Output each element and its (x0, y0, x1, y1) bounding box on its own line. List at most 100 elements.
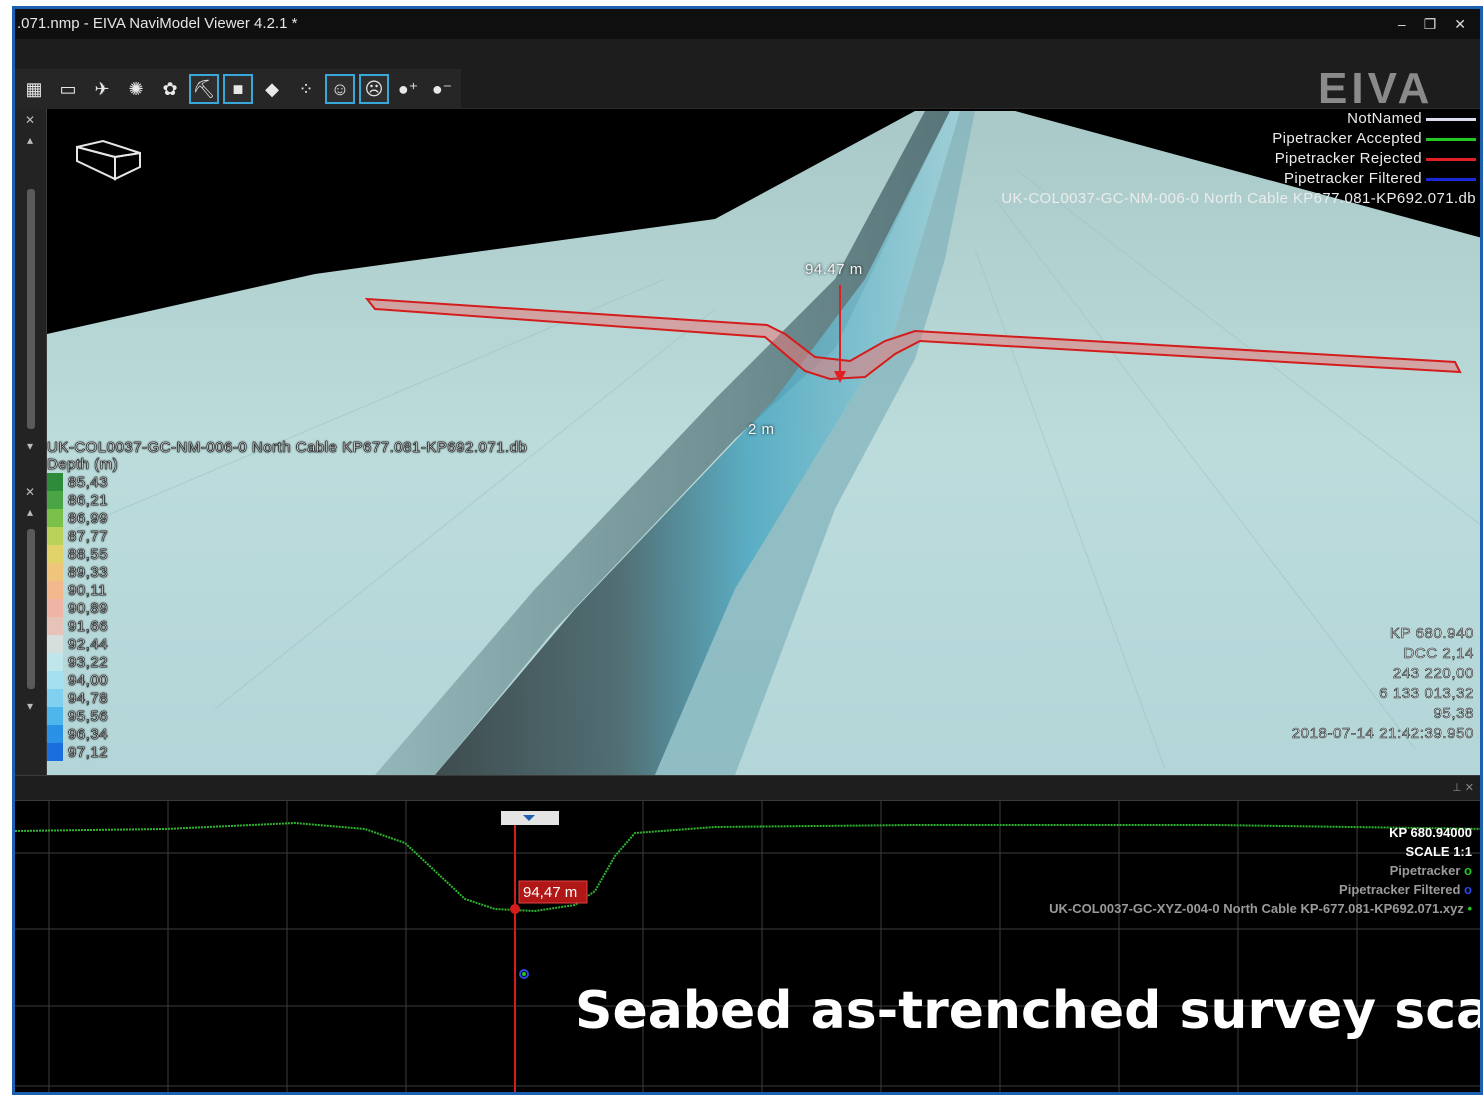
profile-seabed-line (15, 821, 1480, 913)
depth-color-swatch (47, 599, 63, 617)
depth-legend-row: 90,11 (47, 581, 527, 599)
depth-legend-header: Depth (m) (47, 456, 119, 474)
layer-legend-item: Pipetracker Rejected (1001, 149, 1476, 169)
profile-view[interactable]: 94,47 m KP 680.94000 SCALE 1:1 Pipetrack… (15, 801, 1480, 1095)
logo-text: EIVA (1318, 65, 1433, 109)
depth-value: 93,22 (68, 653, 109, 671)
depth-value: 90,89 (68, 599, 109, 617)
layer-legend-item: Pipetracker Accepted (1001, 129, 1476, 149)
readout-kp: KP 680.940 (1389, 625, 1474, 643)
close-button[interactable]: ✕ (1454, 16, 1466, 32)
grid-icon[interactable]: ▦ (25, 78, 43, 99)
depth-value: 94,00 (68, 671, 109, 689)
depth-color-swatch (47, 689, 63, 707)
depth-legend-entries: 85,43 86,21 86,99 87,77 88,55 89,33 90,11 90,89… (47, 473, 527, 761)
depth-color-swatch (47, 671, 63, 689)
scrollbar-thumb[interactable] (27, 189, 35, 429)
seabed-scene[interactable] (15, 109, 1480, 775)
profile-plot[interactable]: 94,47 m (15, 801, 1480, 1095)
depth-value: 86,21 (68, 491, 109, 509)
readout-timestamp: 2018-07-14 21:42:39.950 (1291, 725, 1474, 743)
depth-legend-row: 94,00 (47, 671, 527, 689)
depth-legend-row: 92,44 (47, 635, 527, 653)
profile-legend-item: Pipetracker o (1049, 861, 1472, 880)
palette-icon[interactable]: ✿ (162, 78, 178, 99)
tag-icon[interactable]: ◆ (265, 78, 279, 99)
measurement-label: 94.47 m (805, 261, 863, 278)
frown-icon[interactable]: ☹ (359, 74, 389, 104)
trench-slope-left (375, 111, 950, 775)
view-side-strip: ✕ ▴ ▾ ✕ ▴ ▾ (15, 109, 47, 775)
scroll-down-icon[interactable]: ▾ (26, 439, 34, 453)
layer-legend-label: Pipetracker Filtered (1283, 170, 1422, 187)
depth-color-swatch (47, 635, 63, 653)
eiva-logo: EIVA (1314, 63, 1474, 111)
profile-legend-label: Pipetracker (1389, 863, 1465, 878)
pipetracker-point[interactable] (510, 904, 520, 914)
depth-value: 86,99 (68, 509, 109, 527)
profile-legend-label: UK-COL0037-GC-XYZ-004-0 North Cable KP-6… (1049, 901, 1468, 916)
square-icon[interactable]: ■ (223, 74, 253, 104)
eiva-logo-mark: EIVA (1318, 65, 1433, 109)
profile-legend: Pipetracker o Pipetracker Filtered o UK-CO… (1049, 861, 1472, 918)
window-title: .071.nmp - EIVA NaviModel Viewer 4.2.1 * (17, 15, 298, 32)
profile-scale: SCALE 1:1 (1405, 844, 1472, 859)
panel-splitter[interactable]: ⊥ ✕ (15, 775, 1480, 801)
layer-legend-label: Pipetracker Accepted (1272, 130, 1422, 147)
depth-legend-row: 85,43 (47, 473, 527, 491)
profile-info: KP 680.94000 SCALE 1:1 Pipetracker o Pipe… (1049, 823, 1472, 918)
remove-point-icon[interactable]: ●⁻ (431, 78, 453, 99)
depth-legend-row: 93,22 (47, 653, 527, 671)
title-bar: .071.nmp - EIVA NaviModel Viewer 4.2.1 *… (15, 9, 1480, 39)
profile-legend-marker: o (1464, 882, 1472, 897)
layer-legend-swatch (1426, 117, 1476, 121)
profile-legend-item: Pipetracker Filtered o (1049, 880, 1472, 899)
pipetracker-filtered-point[interactable] (519, 969, 529, 979)
pipetracker-accepted-point[interactable] (522, 972, 526, 976)
sun-icon[interactable]: ✺ (128, 78, 144, 99)
depth-legend-row: 94,78 (47, 689, 527, 707)
scroll-down-icon[interactable]: ▾ (26, 699, 34, 713)
depth-legend-dataset: UK-COL0037-GC-NM-006-0 North Cable KP677… (47, 439, 528, 457)
add-point-icon[interactable]: ●⁺ (397, 78, 419, 99)
shovel-icon[interactable]: ⛏ (189, 74, 219, 104)
depth-color-swatch (47, 545, 63, 563)
navigation-cube-icon[interactable] (76, 139, 141, 181)
scroll-up-icon[interactable]: ▴ (26, 505, 34, 519)
trench-floor (435, 111, 960, 775)
close-icon[interactable]: ✕ (24, 113, 36, 127)
depth-value: 91,66 (68, 617, 109, 635)
dataset-label: UK-COL0037-GC-NM-006-0 North Cable KP677… (1001, 190, 1476, 207)
depth-value: 88,55 (68, 545, 109, 563)
depth-color-swatch (47, 743, 63, 761)
chevron-down-icon (523, 815, 535, 821)
toolbar: ▦ ▭ ✈ ✺ ✿ ⛏ ■ ◆ ⁘ ☺ ☹ ●⁺ ●⁻ EIVA (15, 39, 1480, 109)
depth-value: 96,34 (68, 725, 109, 743)
depth-value: 97,12 (68, 743, 109, 761)
depth-color-swatch (47, 509, 63, 527)
tool-strip: ▦ ▭ ✈ ✺ ✿ ⛏ ■ ◆ ⁘ ☺ ☹ ●⁺ ●⁻ (15, 69, 461, 109)
profile-legend-label: Pipetracker Filtered (1339, 882, 1465, 897)
depth-legend-row: 91,66 (47, 617, 527, 635)
airplane-icon[interactable]: ✈ (94, 78, 110, 99)
3d-viewport[interactable]: ✕ ▴ ▾ ✕ ▴ ▾ NotNamed Pipetracker Accepted… (15, 109, 1480, 775)
smile-icon[interactable]: ☺ (325, 74, 355, 104)
depth-value: 92,44 (68, 635, 109, 653)
depth-value: 90,11 (68, 581, 107, 599)
profile-kp: KP 680.94000 (1389, 825, 1472, 840)
depth-legend-row: 86,21 (47, 491, 527, 509)
scroll-up-icon[interactable]: ▴ (26, 133, 34, 147)
minimize-button[interactable]: – (1397, 16, 1406, 32)
readout-easting: 243 220,00 (1392, 665, 1474, 683)
depth-value: 89,33 (68, 563, 109, 581)
ruler-icon[interactable]: ▭ (59, 78, 77, 99)
points-icon[interactable]: ⁘ (298, 78, 314, 99)
restore-button[interactable]: ❐ (1423, 16, 1437, 32)
close-icon[interactable]: ✕ (24, 485, 36, 499)
depth-legend-row: 96,34 (47, 725, 527, 743)
pin-close-icon[interactable]: ⊥ ✕ (1452, 782, 1474, 794)
depth-color-swatch (47, 725, 63, 743)
depth-color-swatch (47, 473, 63, 491)
scrollbar-thumb[interactable] (27, 529, 35, 689)
layer-legend: NotNamed Pipetracker Accepted Pipetracker … (1001, 109, 1476, 209)
